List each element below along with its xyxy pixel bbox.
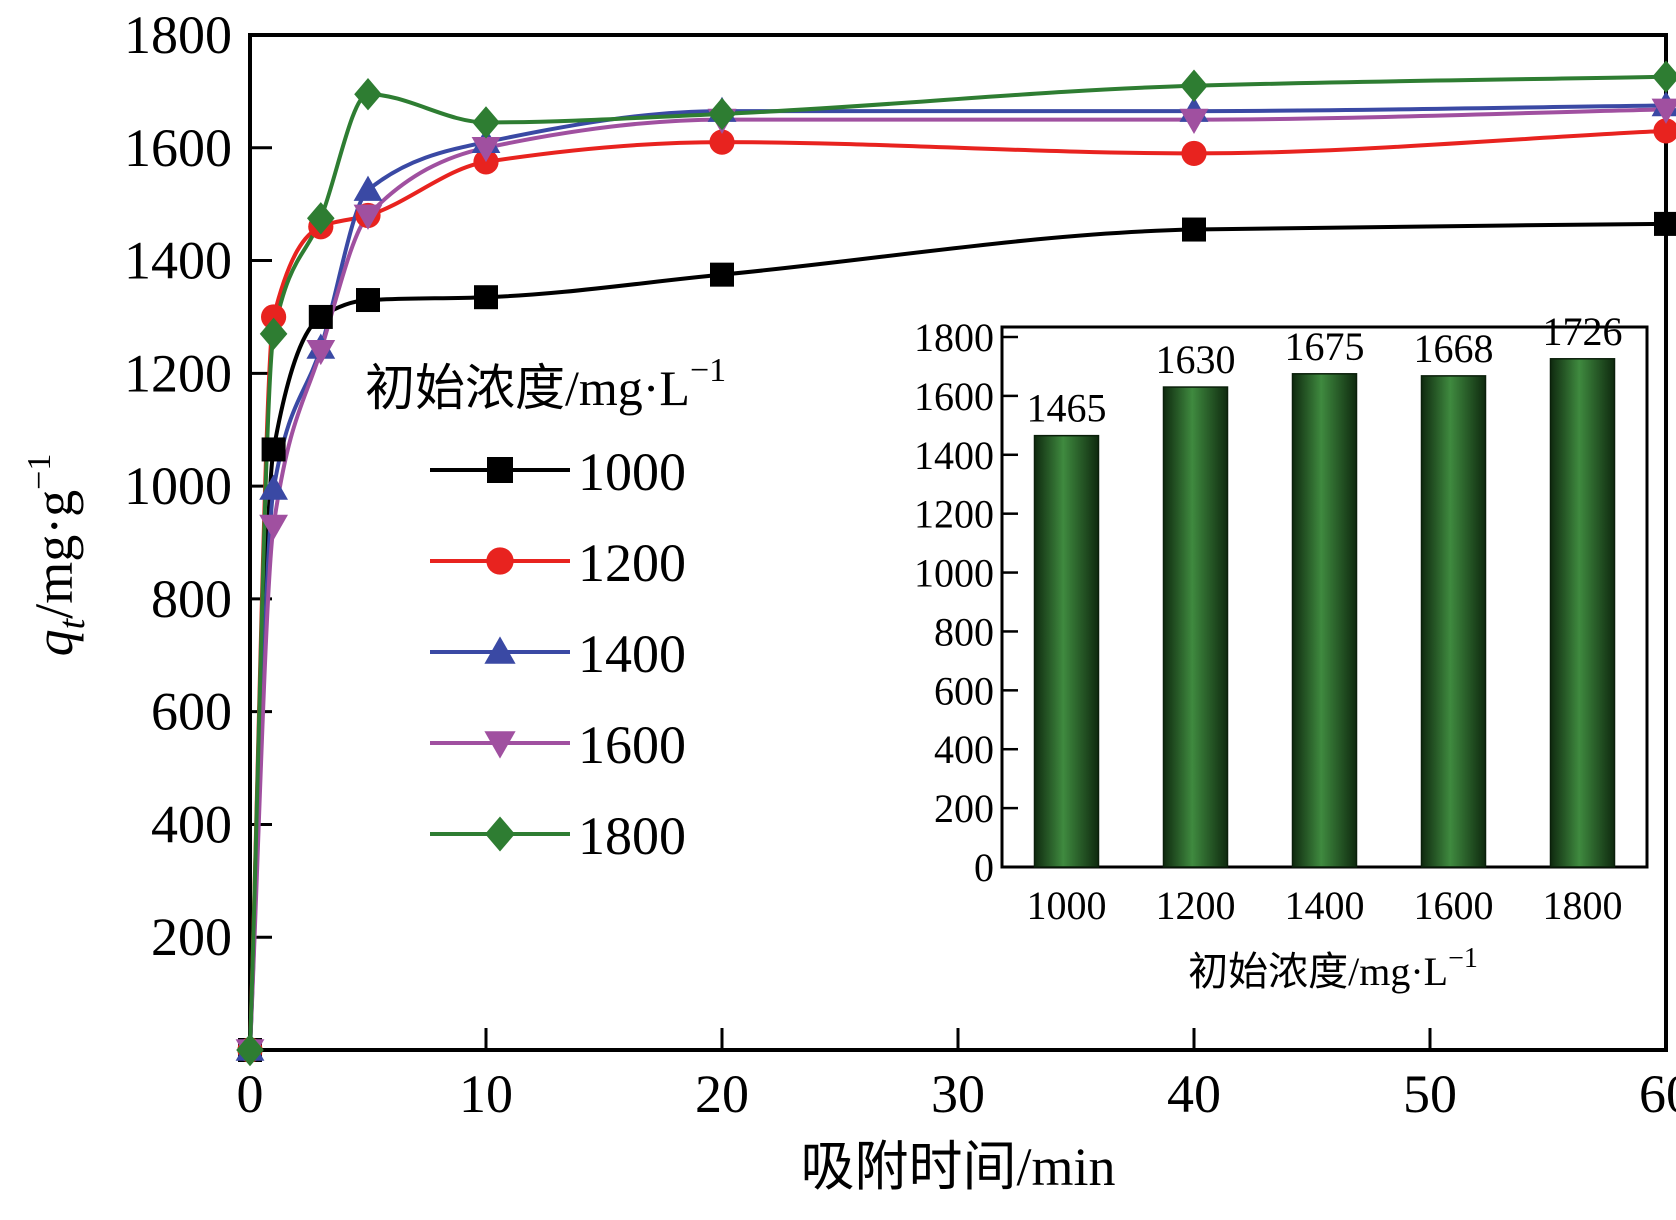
inset-y-tick-label: 0 bbox=[974, 845, 994, 890]
inset-bars: 1465 1630 1675 1668 1726 bbox=[1027, 309, 1623, 868]
data-point-series-1200 bbox=[261, 304, 287, 330]
main-x-axis-title: 吸附时间/min bbox=[800, 1137, 1115, 1197]
x-tick-label: 10 bbox=[459, 1064, 513, 1124]
data-point-series-1000 bbox=[261, 437, 286, 462]
data-point-series-1000 bbox=[474, 285, 498, 310]
bar-value-label-1600: 1668 bbox=[1414, 326, 1494, 371]
inset-y-tick-label: 800 bbox=[934, 609, 994, 654]
data-point-series-1000 bbox=[1654, 211, 1676, 236]
data-point-series-1600 bbox=[353, 204, 383, 230]
data-point-series-1400 bbox=[353, 175, 383, 201]
data-point-series-1800 bbox=[307, 202, 335, 235]
data-point-series-1400 bbox=[259, 474, 288, 500]
main-axis-ticks: 0 10 20 30 40 50 60 200 400 600 800 1000 1200 1400 160… bbox=[124, 5, 1676, 1124]
y-axis-sub: t bbox=[51, 617, 93, 629]
data-point-series-1600 bbox=[471, 136, 501, 163]
inset-y-tick-label: 600 bbox=[934, 668, 994, 713]
inset-x-axis-title-sup: −1 bbox=[1448, 943, 1478, 974]
y-tick-label: 600 bbox=[151, 682, 232, 742]
data-point-series-1800 bbox=[1652, 60, 1676, 93]
y-tick-label: 800 bbox=[151, 569, 232, 629]
legend-marker-1600 bbox=[484, 731, 516, 759]
legend-marker-1200 bbox=[486, 547, 514, 575]
x-tick-label: 50 bbox=[1403, 1064, 1457, 1124]
y-tick-label: 1600 bbox=[124, 118, 232, 178]
y-axis-q: q bbox=[24, 629, 84, 656]
inset-y-tick-label: 1800 bbox=[914, 315, 994, 360]
y-tick-label: 1800 bbox=[124, 5, 232, 65]
data-point-series-1800 bbox=[259, 317, 288, 351]
legend-label-1600: 1600 bbox=[578, 715, 686, 775]
inset-y-tick-label: 400 bbox=[934, 727, 994, 772]
bar-value-label-1800: 1726 bbox=[1543, 309, 1623, 354]
x-tick-label: 60 bbox=[1639, 1064, 1676, 1124]
main-data-markers bbox=[235, 60, 1676, 1067]
inset-y-tick-label: 1600 bbox=[914, 374, 994, 419]
inset-y-tick-label: 1200 bbox=[914, 492, 994, 537]
data-point-series-1200 bbox=[1653, 118, 1676, 144]
data-point-series-1000 bbox=[308, 304, 333, 329]
y-axis-unit: /mg·g bbox=[24, 490, 84, 619]
data-point-series-1200 bbox=[709, 129, 735, 155]
inset-y-tick-label: 200 bbox=[934, 786, 994, 831]
data-point-series-1600 bbox=[1179, 108, 1209, 134]
data-point-series-1800 bbox=[708, 97, 736, 131]
inset-x-tick-label: 1600 bbox=[1414, 883, 1494, 928]
data-point-series-1800 bbox=[236, 1033, 264, 1067]
inset-y-tick-label: 1000 bbox=[914, 551, 994, 596]
bar-1800 bbox=[1549, 358, 1616, 868]
bar-value-label-1200: 1630 bbox=[1156, 337, 1236, 382]
y-tick-label: 400 bbox=[151, 794, 232, 854]
data-point-series-1800 bbox=[1180, 69, 1208, 102]
bar-1400 bbox=[1291, 373, 1358, 868]
y-tick-label: 1200 bbox=[124, 343, 232, 403]
x-tick-label: 30 bbox=[931, 1064, 985, 1124]
data-point-series-1600 bbox=[259, 514, 288, 540]
inset-x-tick-label: 1000 bbox=[1027, 883, 1107, 928]
inset-x-tick-label: 1800 bbox=[1543, 883, 1623, 928]
legend-title-sup: −1 bbox=[690, 352, 726, 389]
y-tick-label: 1000 bbox=[124, 456, 232, 516]
legend-title-text: 初始浓度/mg·L bbox=[365, 360, 690, 416]
bar-1600 bbox=[1420, 375, 1487, 868]
data-point-series-1800 bbox=[472, 106, 500, 139]
legend-label-1200: 1200 bbox=[578, 533, 686, 593]
x-tick-label: 40 bbox=[1167, 1064, 1221, 1124]
inset-x-tick-label: 1400 bbox=[1285, 883, 1365, 928]
bar-1000 bbox=[1033, 434, 1100, 868]
inset-axis-ticks: 0 200 400 600 800 1000 1200 1400 1600 1800 1000 120… bbox=[914, 315, 1623, 928]
inset-y-tick-label: 1400 bbox=[914, 433, 994, 478]
x-tick-label: 20 bbox=[695, 1064, 749, 1124]
data-point-series-1200 bbox=[1181, 140, 1207, 167]
y-tick-label: 1400 bbox=[124, 231, 232, 291]
legend-label-1800: 1800 bbox=[578, 806, 686, 866]
bar-value-label-1000: 1465 bbox=[1027, 386, 1107, 431]
main-y-axis-title: qt/mg·g−1 bbox=[21, 454, 93, 657]
legend-marker-1400 bbox=[484, 636, 516, 664]
y-axis-sup: −1 bbox=[21, 454, 58, 490]
legend-label-1000: 1000 bbox=[578, 442, 686, 502]
inset-x-axis-title-text: 初始浓度/mg·L bbox=[1188, 949, 1448, 994]
legend-marker-1800 bbox=[485, 816, 515, 852]
data-point-series-1000 bbox=[710, 262, 734, 287]
legend-title: 初始浓度/mg·L−1 bbox=[365, 352, 726, 416]
legend: 初始浓度/mg·L−1 1000 1200 1400 1600 1800 bbox=[365, 352, 726, 866]
x-tick-label: 0 bbox=[237, 1064, 264, 1124]
legend-marker-1000 bbox=[487, 457, 513, 483]
legend-items: 1000 1200 1400 1600 1800 bbox=[430, 442, 686, 866]
legend-label-1400: 1400 bbox=[578, 624, 686, 684]
data-point-series-1000 bbox=[356, 288, 380, 313]
y-tick-label: 200 bbox=[151, 907, 232, 967]
bar-value-label-1400: 1675 bbox=[1285, 324, 1365, 369]
inset-x-tick-label: 1200 bbox=[1156, 883, 1236, 928]
data-point-series-1600 bbox=[306, 339, 336, 366]
inset-bar-chart: 0 200 400 600 800 1000 1200 1400 1600 1800 1000 120… bbox=[914, 309, 1649, 994]
data-point-series-1600 bbox=[1651, 98, 1676, 124]
data-point-series-1000 bbox=[1182, 217, 1206, 242]
bar-1200 bbox=[1162, 386, 1229, 868]
data-point-series-1800 bbox=[354, 78, 382, 111]
inset-x-axis-title: 初始浓度/mg·L−1 bbox=[1188, 943, 1478, 994]
